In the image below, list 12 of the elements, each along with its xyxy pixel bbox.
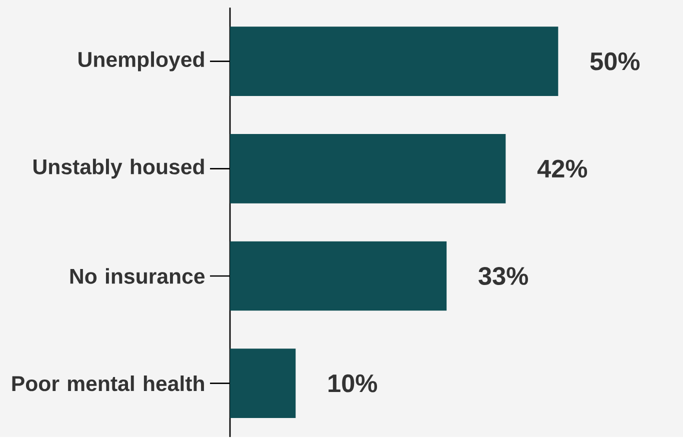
data-label: 33% [478,267,528,286]
data-label: 42% [537,160,588,178]
bar [230,348,296,418]
bar [230,26,558,96]
y-tick-label: No insurance [70,268,205,284]
y-tick-label: Unstably housed [34,158,204,179]
data-label: 10% [328,374,378,392]
y-tick-label: Unemployed [78,52,204,72]
bar [230,134,506,204]
bar [230,242,447,311]
y-tick-label: Poor mental health [12,376,204,392]
data-label: 50% [590,52,640,70]
